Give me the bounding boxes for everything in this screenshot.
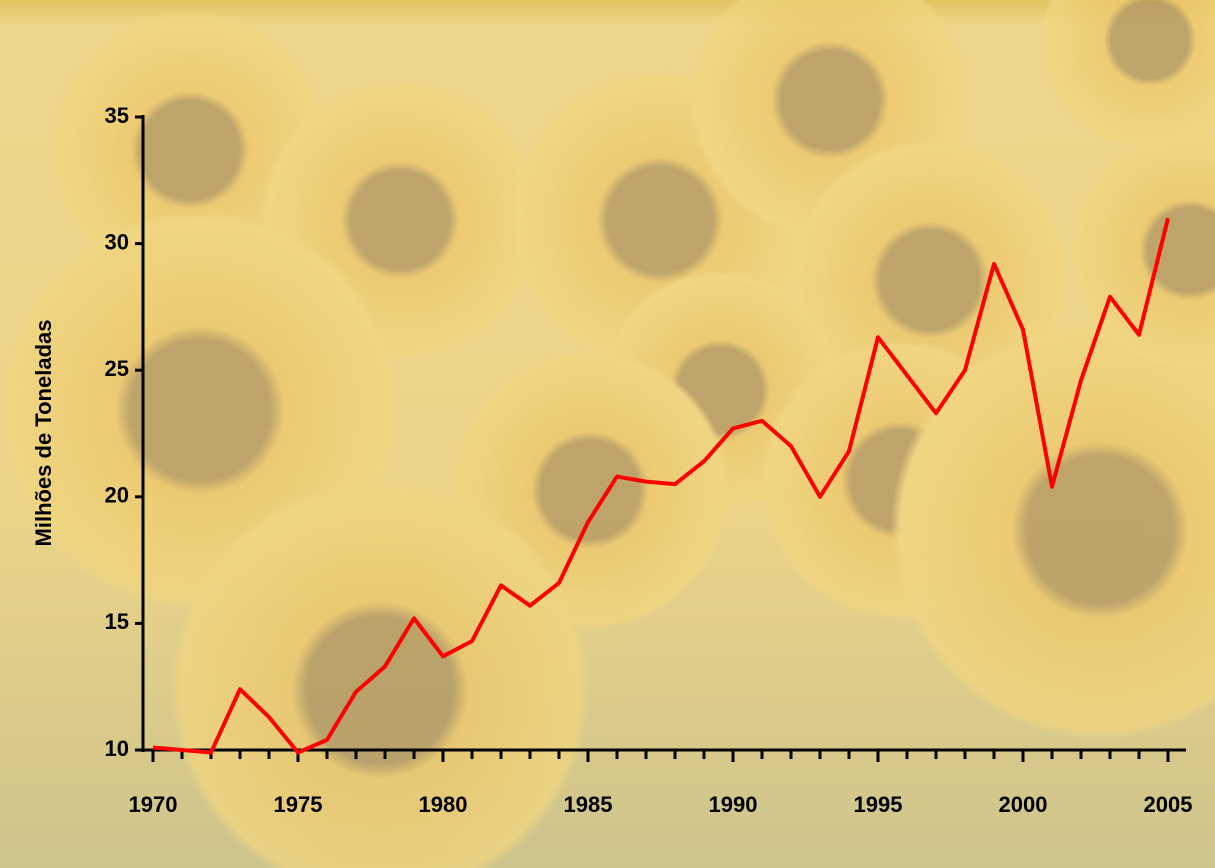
x-tick-label: 1995 xyxy=(854,792,903,817)
x-tick-label: 2005 xyxy=(1144,792,1193,817)
x-tick-label: 1985 xyxy=(564,792,613,817)
y-tick-label: 35 xyxy=(105,103,129,128)
y-tick-label: 20 xyxy=(105,483,129,508)
x-tick-label: 1980 xyxy=(419,792,468,817)
x-tick-label: 1970 xyxy=(129,792,178,817)
x-tick-label: 1975 xyxy=(274,792,323,817)
y-tick-label: 25 xyxy=(105,356,129,381)
y-tick-label: 15 xyxy=(105,609,129,634)
x-tick-label: 1990 xyxy=(709,792,758,817)
y-tick-label: 10 xyxy=(105,736,129,761)
x-tick-label: 2000 xyxy=(999,792,1048,817)
data-line xyxy=(152,217,1170,755)
y-axis-title: Milhões de Toneladas xyxy=(31,320,56,547)
y-tick-label: 30 xyxy=(105,229,129,254)
